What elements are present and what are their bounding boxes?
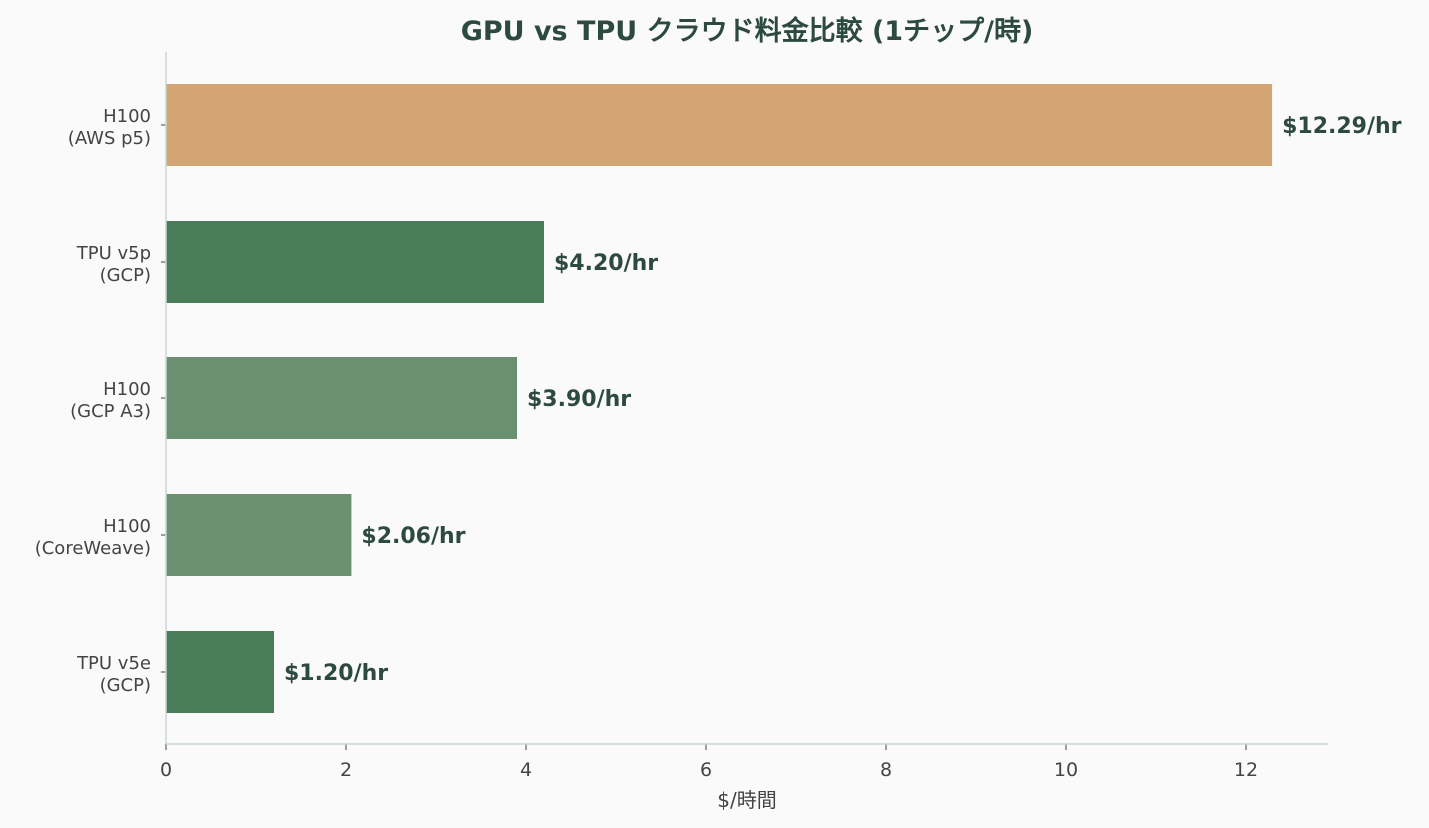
data-label: $2.06/hr bbox=[361, 524, 465, 549]
bar bbox=[166, 357, 517, 439]
x-tick-label: 8 bbox=[880, 759, 892, 781]
bar bbox=[166, 494, 352, 576]
bar bbox=[166, 221, 544, 303]
y-tick-label: H100 (CoreWeave) bbox=[35, 516, 151, 559]
x-tick-label: 2 bbox=[340, 759, 352, 781]
x-tick-label: 4 bbox=[520, 759, 532, 781]
x-tick-label: 0 bbox=[160, 759, 172, 781]
data-label: $1.20/hr bbox=[284, 661, 388, 686]
y-tick-label: H100 (GCP A3) bbox=[70, 379, 151, 422]
y-tick-label: TPU v5e (GCP) bbox=[76, 653, 151, 696]
x-tick-label: 10 bbox=[1054, 759, 1078, 781]
y-tick-label: H100 (AWS p5) bbox=[68, 106, 151, 149]
bar bbox=[166, 631, 274, 713]
data-label: $12.29/hr bbox=[1282, 114, 1402, 139]
x-tick-label: 12 bbox=[1234, 759, 1258, 781]
bar bbox=[166, 84, 1273, 166]
data-label: $3.90/hr bbox=[527, 387, 631, 412]
data-label: $4.20/hr bbox=[554, 251, 658, 276]
x-axis-label: $/時間 bbox=[717, 788, 776, 812]
y-tick-label: TPU v5p (GCP) bbox=[76, 243, 151, 286]
x-tick-label: 6 bbox=[700, 759, 712, 781]
chart-title: GPU vs TPU クラウド料金比較 (1チップ/時) bbox=[461, 15, 1034, 47]
